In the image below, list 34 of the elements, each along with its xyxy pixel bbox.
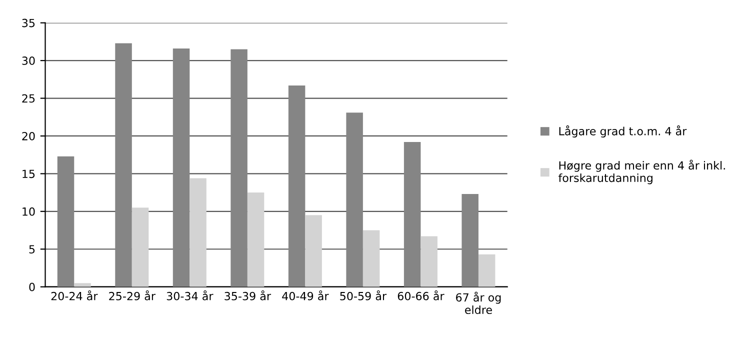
y-tick-label: 35 (22, 18, 35, 28)
x-tick-label: 40-49 år (282, 290, 329, 300)
bar (462, 194, 478, 287)
legend-label: Lågare grad t.o.m. 4 år (559, 125, 687, 138)
bar (74, 283, 91, 287)
y-tick-label: 5 (29, 245, 35, 254)
legend-label: Høgre grad meir enn 4 år inkl. forskarutdanning (558, 160, 725, 184)
bar (172, 48, 190, 287)
bar (247, 192, 264, 287)
bar (230, 49, 248, 287)
x-tick-label: 35-39 år (224, 290, 272, 300)
x-tick-label: 25-29 år (109, 290, 156, 300)
x-tick-label: 30-34 år (166, 290, 214, 300)
bar (57, 156, 74, 287)
y-tick-label: 0 (29, 282, 35, 292)
bar (346, 112, 363, 287)
y-tick-label: 15 (22, 170, 35, 178)
x-tick-label: 20-24 år (51, 290, 98, 300)
x-tick-label: 50-59 år (340, 290, 387, 300)
bar (190, 178, 206, 287)
x-tick-label: 67 år og eldre (456, 292, 501, 314)
x-tick-label: 60-66 år (398, 290, 444, 300)
y-tick-label: 10 (22, 207, 35, 216)
y-tick-label: 30 (22, 56, 35, 65)
y-tick-label: 25 (22, 94, 35, 103)
bar (404, 142, 421, 287)
bar (132, 208, 149, 287)
y-tick-label: 20 (22, 132, 35, 140)
bar (478, 254, 496, 287)
bar (305, 215, 322, 287)
bar (420, 236, 438, 287)
bar (288, 85, 306, 287)
bar (362, 230, 380, 287)
bar (115, 43, 132, 287)
